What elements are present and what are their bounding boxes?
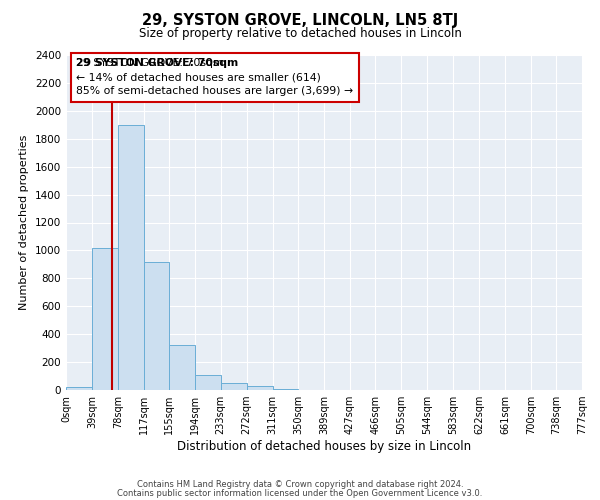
Y-axis label: Number of detached properties: Number of detached properties (19, 135, 29, 310)
Text: Size of property relative to detached houses in Lincoln: Size of property relative to detached ho… (139, 28, 461, 40)
Text: Contains public sector information licensed under the Open Government Licence v3: Contains public sector information licen… (118, 489, 482, 498)
X-axis label: Distribution of detached houses by size in Lincoln: Distribution of detached houses by size … (177, 440, 471, 453)
Bar (247, 386, 272, 390)
Text: 29 SYSTON GROVE: 70sqm
← 14% of detached houses are smaller (614)
85% of semi-de: 29 SYSTON GROVE: 70sqm ← 14% of detached… (76, 58, 353, 96)
Text: 29 SYSTON GROVE: 70sqm: 29 SYSTON GROVE: 70sqm (76, 58, 239, 68)
Bar (221, 383, 247, 390)
Bar (92, 248, 118, 390)
Bar (195, 374, 221, 390)
Bar (169, 344, 195, 390)
Text: 29, SYSTON GROVE, LINCOLN, LN5 8TJ: 29, SYSTON GROVE, LINCOLN, LN5 8TJ (142, 12, 458, 28)
Bar (66, 387, 92, 390)
Bar (118, 125, 143, 390)
Bar (143, 262, 169, 390)
Bar (272, 388, 298, 390)
Text: Contains HM Land Registry data © Crown copyright and database right 2024.: Contains HM Land Registry data © Crown c… (137, 480, 463, 489)
